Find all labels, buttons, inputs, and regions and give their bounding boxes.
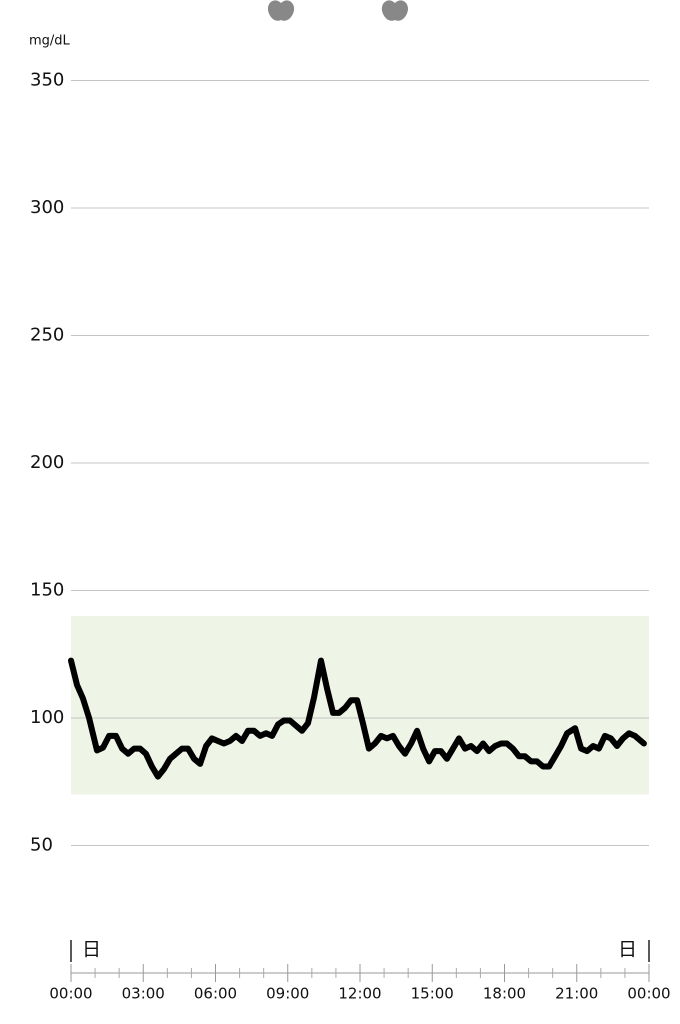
meal-marker (381, 0, 409, 21)
meal-marker (267, 0, 295, 21)
y-tick-label: 350 (30, 70, 64, 91)
x-tick-label: 18:00 (483, 985, 526, 1003)
x-tick-label: 21:00 (555, 985, 598, 1003)
y-tick-label: 100 (30, 707, 64, 728)
y-unit-label: mg/dL (29, 34, 71, 49)
x-tick-label: 00:00 (627, 985, 670, 1003)
x-tick-label: 06:00 (194, 985, 237, 1003)
y-tick-label: 50 (30, 835, 53, 856)
y-tick-label: 200 (30, 452, 64, 473)
x-tick-label: 03:00 (122, 985, 165, 1003)
x-tick-label: 09:00 (266, 985, 309, 1003)
day-marker: 日 (82, 939, 101, 961)
glucose-line (68, 657, 647, 780)
x-tick-label: 15:00 (411, 985, 454, 1003)
day-marker: 日 (618, 939, 637, 961)
x-tick-label: 00:00 (49, 985, 92, 1003)
y-tick-label: 250 (30, 325, 64, 346)
y-tick-label: 300 (30, 197, 64, 218)
x-tick-label: 12:00 (338, 985, 381, 1003)
y-tick-label: 150 (30, 580, 64, 601)
